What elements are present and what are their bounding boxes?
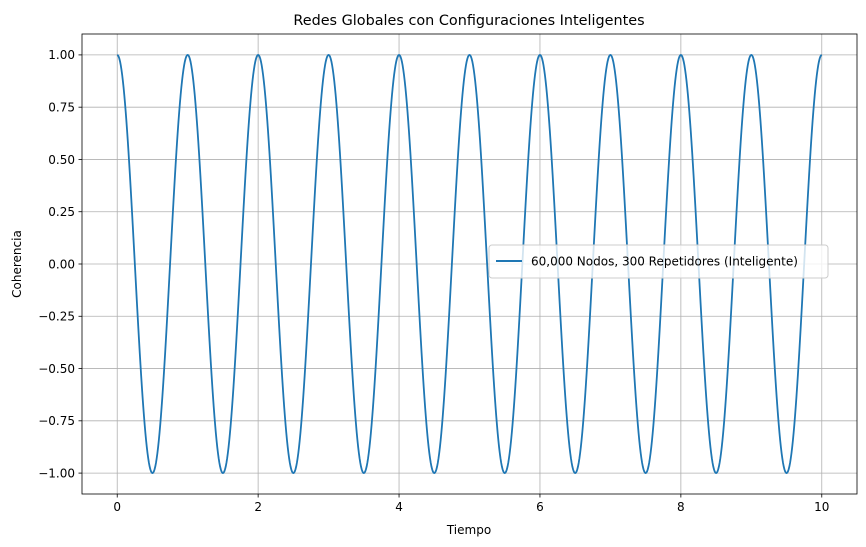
- y-tick-label: −0.50: [38, 362, 75, 376]
- data-point: [539, 54, 540, 55]
- data-point: [821, 54, 822, 55]
- data-point: [117, 54, 118, 55]
- y-tick-label: 0.00: [48, 257, 75, 271]
- data-point: [363, 472, 364, 473]
- y-tick-label: 0.25: [48, 205, 75, 219]
- y-tick-label: 0.50: [48, 153, 75, 167]
- y-tick-label: −0.25: [38, 310, 75, 324]
- legend-box: [488, 244, 829, 279]
- data-point: [504, 472, 505, 473]
- y-axis: 1.00 0.75 0.50 0.25 0.00 −0.25 −0.50 −0.75 −1.00: [38, 48, 82, 480]
- legend-label: 60,000 Nodos, 300 Repetidores (Inteligen…: [531, 255, 798, 269]
- y-axis-label: Coherencia: [10, 230, 24, 298]
- data-point: [222, 472, 223, 473]
- series-layer: [116, 54, 823, 474]
- y-tick-label: −1.00: [38, 466, 75, 480]
- data-point: [610, 54, 611, 55]
- data-point: [715, 472, 716, 473]
- x-tick-label: 0: [113, 500, 121, 514]
- y-tick-label: 1.00: [48, 48, 75, 62]
- data-point: [751, 54, 752, 55]
- x-tick-label: 2: [254, 500, 262, 514]
- series-line-0: [116, 54, 823, 474]
- x-tick-label: 4: [395, 500, 403, 514]
- data-point: [152, 472, 153, 473]
- x-axis-label: Tiempo: [446, 523, 491, 537]
- data-point: [575, 472, 576, 473]
- y-tick-label: 0.75: [48, 100, 75, 114]
- chart-title: Redes Globales con Configuraciones Intel…: [293, 13, 644, 29]
- data-point: [187, 54, 188, 55]
- data-point: [645, 472, 646, 473]
- data-point: [434, 472, 435, 473]
- data-point: [328, 54, 329, 55]
- data-point: [680, 54, 681, 55]
- x-tick-label: 10: [814, 500, 829, 514]
- data-point: [786, 472, 787, 473]
- legend: 60,000 Nodos, 300 Repetidores (Inteligen…: [488, 244, 829, 279]
- x-tick-label: 6: [536, 500, 544, 514]
- data-point: [469, 54, 470, 55]
- x-axis: 0 2 4 6 8 10: [113, 494, 829, 514]
- data-point: [258, 54, 259, 55]
- y-tick-label: −0.75: [38, 414, 75, 428]
- x-tick-label: 8: [677, 500, 685, 514]
- data-point: [293, 472, 294, 473]
- data-point: [398, 54, 399, 55]
